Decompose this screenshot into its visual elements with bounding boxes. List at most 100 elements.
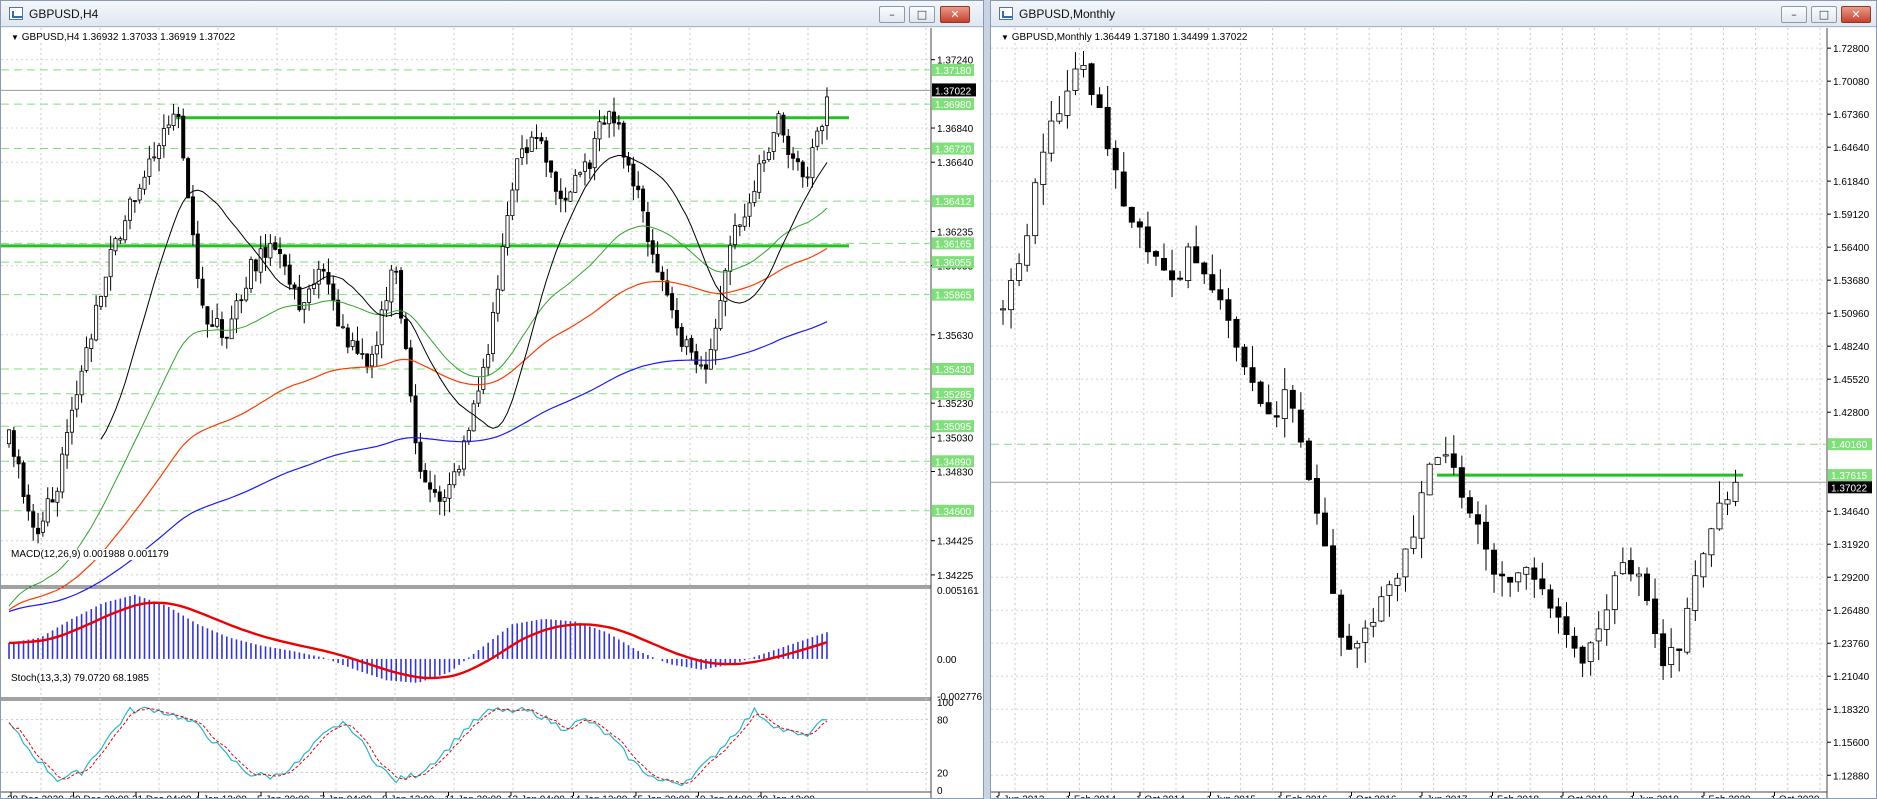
candle-body (1346, 635, 1353, 650)
candle-body (103, 276, 108, 297)
h4-chart-canvas[interactable]: 1.372401.368401.366401.362351.360351.356… (1, 28, 983, 798)
candle-body (350, 340, 355, 347)
macd-indicator-label: MACD(12,26,9) 0.001988 0.001179 (11, 549, 172, 560)
candle-body (31, 511, 36, 528)
price-tick-label: 1.35230 (937, 399, 974, 410)
candle-body (268, 242, 273, 259)
level-price-label: 1.37180 (935, 66, 972, 77)
candle-body (239, 299, 244, 302)
candle-body (418, 441, 423, 472)
level-price-tag (932, 63, 974, 76)
macd-tick-label: 0.00 (937, 655, 957, 666)
price-tick-label: 1.70080 (1833, 77, 1870, 88)
candle-body (733, 225, 738, 246)
candle-body (1048, 120, 1055, 154)
candle-body (1321, 512, 1328, 547)
candle-body (1668, 647, 1675, 665)
candle-body (1547, 589, 1554, 609)
candle-body (1241, 346, 1248, 368)
candle-body (534, 137, 539, 139)
candle-body (602, 122, 607, 125)
candle-body (529, 136, 534, 152)
candle-body (597, 121, 602, 140)
monthly-symbol-label: GBPUSD,Monthly (1011, 32, 1092, 43)
price-tick-label: 1.34425 (937, 537, 974, 548)
close-button[interactable]: ✕ (1841, 6, 1871, 23)
level-price-tag (932, 256, 974, 269)
candle-body (568, 191, 573, 202)
candle-body (118, 238, 123, 241)
candle-body (1064, 90, 1071, 116)
candle-body (1177, 277, 1184, 280)
ma-red-line (8, 247, 828, 611)
chart-dropdown-icon[interactable]: ▼ (11, 33, 19, 42)
candle-body (423, 469, 428, 483)
candle-body (442, 497, 447, 502)
candle-body (224, 336, 229, 339)
candle-body (1370, 622, 1377, 627)
monthly-window-title: GBPUSD,Monthly (1019, 7, 1116, 21)
candle-body (1144, 226, 1151, 253)
candle-body (1555, 606, 1562, 618)
time-tick-label: 1 Feb 2020 (1700, 794, 1751, 798)
candle-body (365, 353, 370, 367)
price-tick-label: 1.36640 (937, 158, 974, 169)
h4-chart-svg[interactable]: 1.372401.368401.366401.362351.360351.356… (1, 28, 983, 798)
h4-chart-window[interactable]: GBPUSD,H4 – □ ✕ 1.37240 1.36840 1.36640 1.3… (0, 0, 984, 799)
candle-body (161, 128, 166, 147)
candle-body (195, 233, 200, 279)
h4-window-titlebar[interactable]: GBPUSD,H4 – □ ✕ (1, 1, 983, 27)
candle-body (399, 270, 404, 319)
minimize-button[interactable]: – (879, 6, 905, 23)
candle-body (1523, 566, 1530, 575)
candle-body (1426, 463, 1433, 496)
candle-body (1676, 648, 1683, 651)
candle-body (229, 318, 234, 340)
candle-body (7, 429, 12, 445)
candle-body (374, 345, 379, 355)
candle-body (331, 283, 336, 301)
candle-body (1386, 584, 1393, 596)
candle-body (69, 409, 74, 433)
candle-body (389, 269, 394, 303)
candle-body (108, 248, 113, 278)
candle-body (1217, 289, 1224, 301)
candle-body (665, 280, 670, 296)
level-price-tag (1828, 438, 1872, 451)
candle-body (26, 494, 31, 512)
time-tick-label: 1 Feb 2014 (1066, 794, 1117, 798)
candle-body (1104, 106, 1111, 150)
monthly-chart-canvas[interactable]: 1.72800 1.70080 1.67360 1.64640 1.61840 1.591… (991, 28, 1876, 798)
close-button[interactable]: ✕ (940, 6, 970, 23)
level-price-label: 1.36720 (935, 145, 972, 156)
candle-body (428, 482, 433, 490)
chart-dropdown-icon[interactable]: ▼ (1001, 33, 1009, 42)
sma-black-line (100, 154, 828, 440)
monthly-chart-svg[interactable]: 1.72800 1.70080 1.67360 1.64640 1.61840 1.591… (991, 28, 1876, 798)
maximize-button[interactable]: □ (1811, 6, 1837, 23)
price-tick-label: 1.56400 (1833, 243, 1870, 254)
candle-body (113, 238, 118, 252)
candle-body (1201, 262, 1208, 275)
stoch-main-line (8, 706, 828, 787)
candle-body (655, 253, 660, 273)
candle-body (190, 196, 195, 236)
candle-body (65, 432, 70, 456)
candle-body (98, 295, 103, 307)
candle-body (1402, 548, 1409, 578)
candle-body (1257, 381, 1264, 404)
candle-body (147, 158, 152, 177)
stoch-signal-line (8, 707, 828, 785)
candle-body (1482, 521, 1489, 550)
monthly-chart-window[interactable]: GBPUSD,Monthly – □ ✕ 1.72800 1.70080 1.673… (990, 0, 1877, 799)
price-tick-label: 1.34640 (1833, 507, 1870, 518)
maximize-button[interactable]: □ (909, 6, 935, 23)
level-price-tag (932, 420, 974, 433)
candle-body (1313, 477, 1320, 514)
minimize-button[interactable]: – (1781, 6, 1807, 23)
time-tick-label: 11 Jan 20:00 (445, 794, 503, 798)
price-tick-label: 1.67360 (1833, 110, 1870, 121)
monthly-window-titlebar[interactable]: GBPUSD,Monthly – □ ✕ (991, 1, 1876, 27)
current-price-label: 1.37022 (935, 86, 972, 97)
price-tick-label: 1.31920 (1833, 540, 1870, 551)
